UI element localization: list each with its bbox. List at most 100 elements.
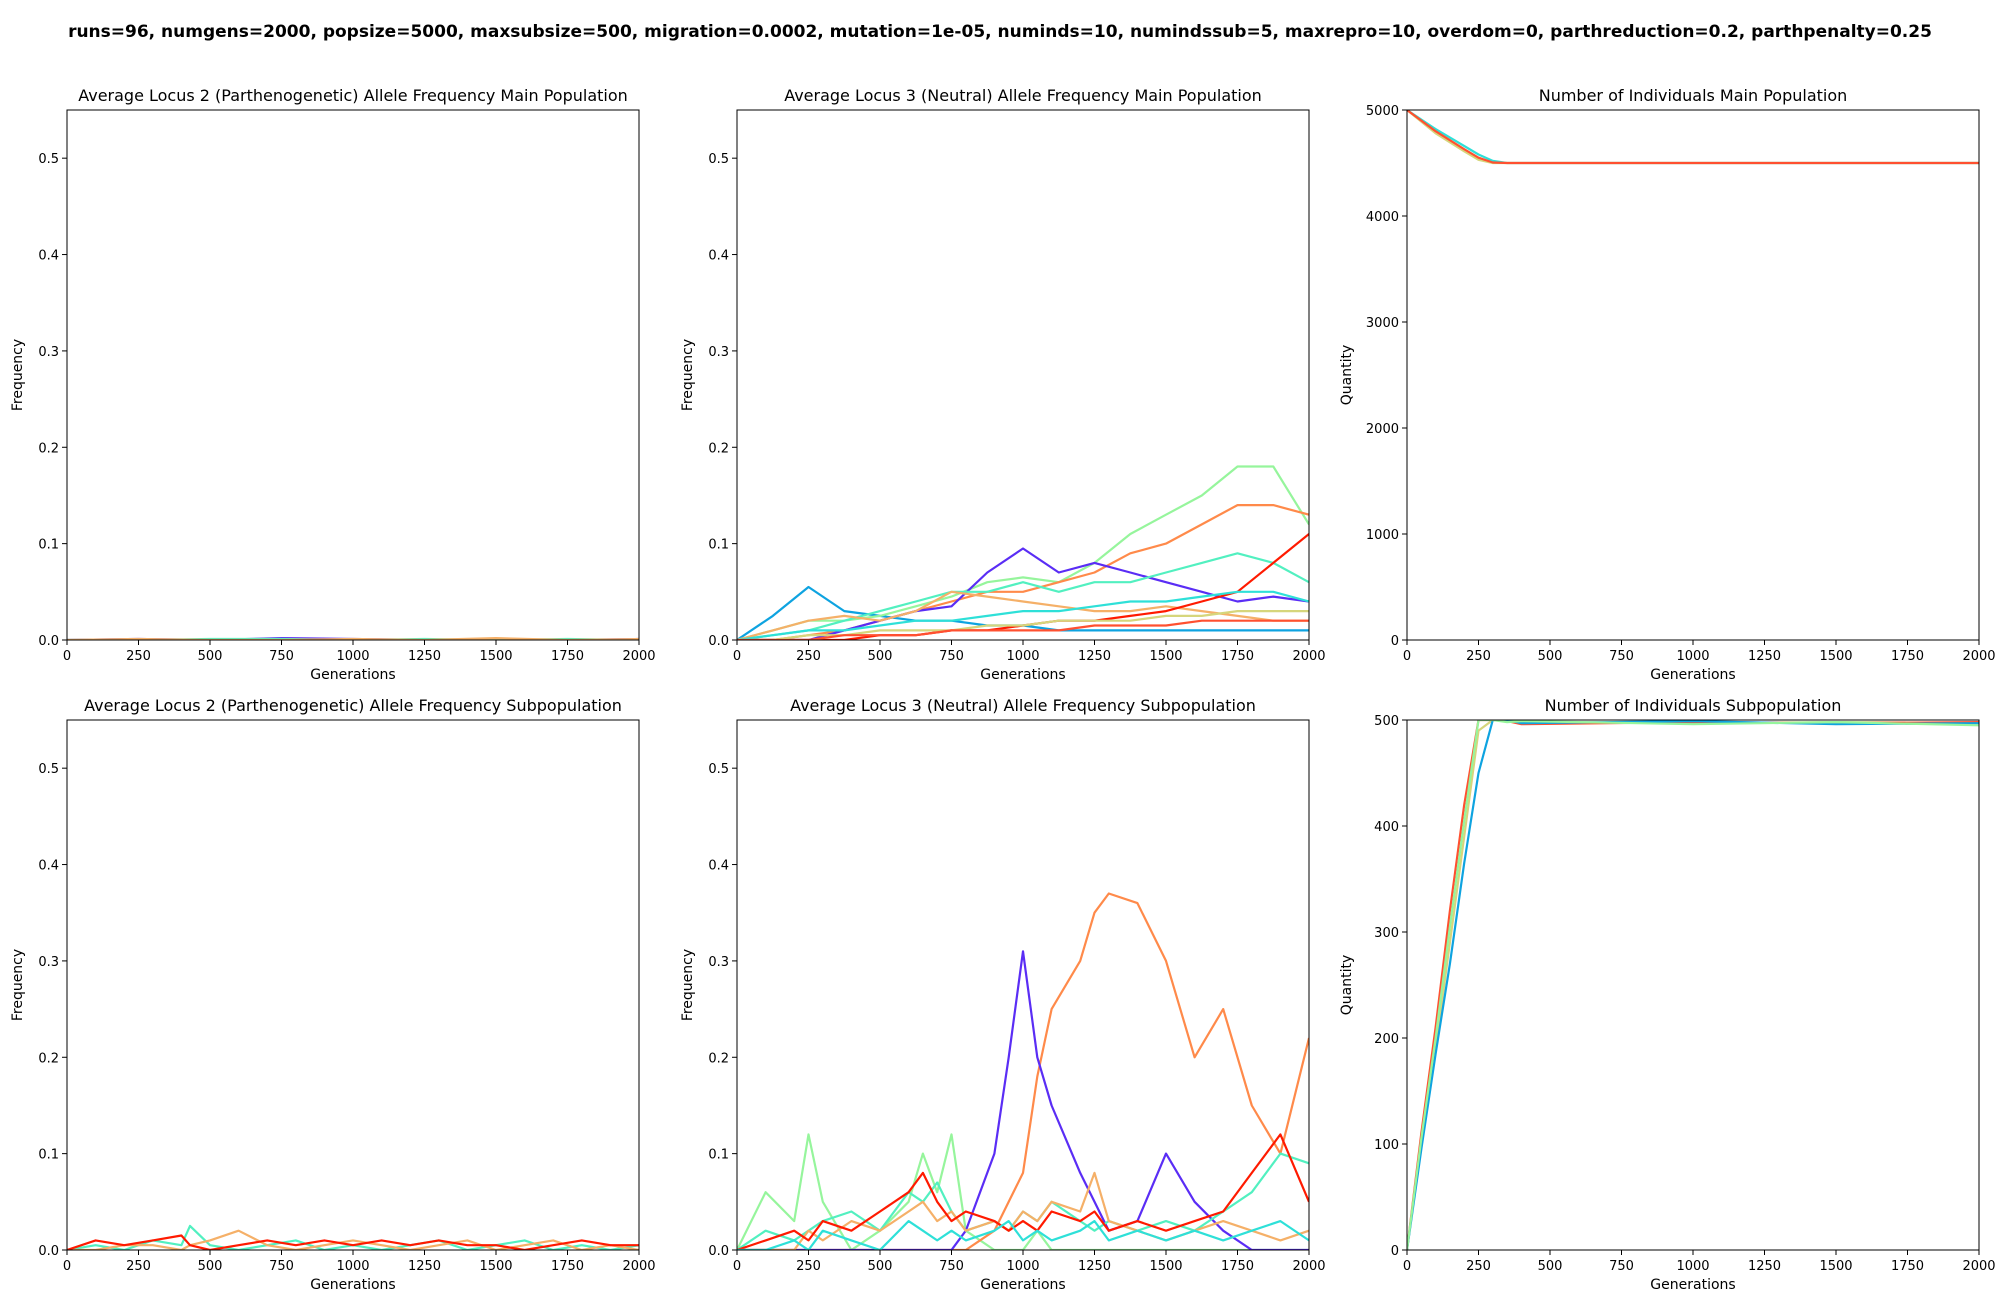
x-tick-label: 2000 (1292, 649, 1325, 664)
x-tick-label: 1750 (1221, 649, 1254, 664)
x-tick-label: 1500 (1149, 649, 1182, 664)
y-tick-label: 0.3 (38, 345, 59, 360)
y-tick-label: 0.1 (38, 538, 59, 553)
chart-6: Number of Individuals Subpopulation 0 250 5… (1339, 696, 1996, 1293)
plot-frame (1406, 109, 1980, 641)
chart-2: Average Locus 3 (Neutral) Allele Frequen… (680, 86, 1326, 683)
chart-4: Average Locus 2 (Parthenogenetic) Allele… (10, 696, 656, 1293)
y-tick-label: 400 (1374, 820, 1399, 835)
y-tick-label: 0.0 (708, 634, 729, 649)
series-group (1407, 720, 1979, 1250)
x-tick-label: 1000 (336, 1259, 369, 1274)
chart-title: Number of Individuals Main Population (1539, 86, 1848, 105)
x-tick-label: 0 (63, 1259, 71, 1274)
x-tick-label: 1750 (551, 1259, 584, 1274)
x-tick-label: 0 (733, 649, 741, 664)
x-tick-label: 1500 (1149, 1259, 1182, 1274)
y-tick-label: 0.4 (708, 249, 729, 264)
y-tick-label: 0.3 (708, 955, 729, 970)
y-tick-label: 0.1 (38, 1148, 59, 1163)
series-line-2 (1407, 110, 1979, 165)
x-tick-label: 1250 (1078, 649, 1111, 664)
y-tick-label: 0.1 (708, 538, 729, 553)
x-tick-label: 750 (269, 1259, 294, 1274)
x-tick-label: 1000 (1006, 1259, 1039, 1274)
x-tick-label: 250 (1466, 1259, 1491, 1274)
y-tick-label: 0.0 (38, 1244, 59, 1259)
series-line-8 (737, 590, 1309, 640)
y-tick-label: 4000 (1366, 210, 1399, 225)
x-tick-label: 1250 (408, 649, 441, 664)
y-tick-label: 200 (1374, 1032, 1399, 1047)
series-line-10 (737, 619, 1309, 640)
chart-3: Number of Individuals Main Population 0 25… (1339, 86, 1996, 683)
x-tick-label: 1500 (1819, 1259, 1852, 1274)
series-group (1407, 110, 1979, 165)
series-line-3 (1407, 110, 1979, 165)
x-tick-label: 0 (1403, 1259, 1411, 1274)
x-tick-label: 1000 (1676, 649, 1709, 664)
y-axis-label: Quantity (1339, 955, 1355, 1016)
x-axis-label: Generations (1650, 667, 1735, 683)
x-tick-label: 2000 (622, 649, 655, 664)
y-tick-label: 0.2 (38, 1051, 59, 1066)
series-line-3 (737, 504, 1309, 640)
chart-1: Average Locus 2 (Parthenogenetic) Allele… (10, 86, 656, 683)
y-tick-label: 0.4 (38, 249, 59, 264)
series-line-7 (737, 533, 1309, 640)
x-tick-label: 1000 (1676, 1259, 1709, 1274)
x-tick-label: 500 (1538, 1259, 1563, 1274)
series-line-3 (67, 636, 639, 640)
x-tick-label: 0 (1403, 649, 1411, 664)
plot-frame (1406, 719, 1980, 1251)
x-tick-label: 750 (1609, 649, 1634, 664)
y-tick-label: 0.5 (708, 152, 729, 167)
y-tick-label: 0 (1391, 1244, 1399, 1259)
series-line-1 (67, 1224, 639, 1250)
figure-suptitle: runs=96, numgens=2000, popsize=5000, max… (68, 22, 1932, 42)
y-tick-label: 0.3 (708, 345, 729, 360)
y-axis-label: Frequency (10, 339, 26, 411)
y-tick-label: 0.5 (708, 762, 729, 777)
x-tick-label: 1250 (1748, 649, 1781, 664)
y-axis-label: Quantity (1339, 345, 1355, 406)
x-axis-label: Generations (310, 1277, 395, 1293)
series-line-3 (1407, 720, 1979, 1250)
x-axis-label: Generations (980, 667, 1065, 683)
y-tick-label: 0.2 (38, 441, 59, 456)
x-tick-label: 1250 (1078, 1259, 1111, 1274)
series-line-2 (737, 465, 1309, 640)
chart-title: Average Locus 2 (Parthenogenetic) Allele… (78, 86, 628, 105)
series-group (67, 1224, 639, 1250)
x-tick-label: 750 (939, 649, 964, 664)
x-tick-label: 250 (126, 1259, 151, 1274)
x-tick-label: 1750 (1221, 1259, 1254, 1274)
y-tick-label: 0.5 (38, 152, 59, 167)
x-tick-label: 1750 (551, 649, 584, 664)
y-tick-label: 0.2 (708, 441, 729, 456)
y-tick-label: 0 (1391, 634, 1399, 649)
series-line-9 (737, 609, 1309, 640)
x-tick-label: 1000 (1006, 649, 1039, 664)
x-tick-label: 750 (1609, 1259, 1634, 1274)
series-group (737, 892, 1309, 1250)
x-tick-label: 2000 (1292, 1259, 1325, 1274)
x-tick-label: 250 (796, 1259, 821, 1274)
y-tick-label: 0.5 (38, 762, 59, 777)
series-line-3 (67, 1234, 639, 1250)
y-tick-label: 500 (1374, 714, 1399, 729)
y-tick-label: 0.0 (708, 1244, 729, 1259)
chart-title: Number of Individuals Subpopulation (1545, 696, 1842, 715)
series-group (737, 465, 1309, 640)
series-line-6 (737, 590, 1309, 640)
y-tick-label: 0.0 (38, 634, 59, 649)
x-tick-label: 1500 (479, 649, 512, 664)
series-line-1 (1407, 720, 1979, 1250)
y-tick-label: 2000 (1366, 422, 1399, 437)
plot-frame (66, 719, 640, 1251)
x-tick-label: 250 (126, 649, 151, 664)
y-tick-label: 1000 (1366, 528, 1399, 543)
y-axis-label: Frequency (10, 949, 26, 1021)
x-tick-label: 1000 (336, 649, 369, 664)
